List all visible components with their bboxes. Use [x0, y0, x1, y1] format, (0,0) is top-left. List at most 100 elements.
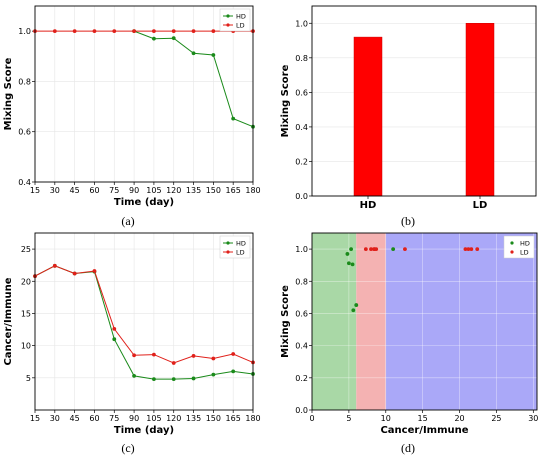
plot-frame — [311, 5, 537, 197]
x-tick-label: 45 — [70, 414, 80, 423]
x-tick-label: 20 — [454, 414, 464, 423]
y-tick-label: 0.8 — [295, 277, 308, 286]
legend-label-hd: HD — [236, 239, 246, 247]
data-point-ld — [171, 29, 176, 34]
plot-frame — [34, 232, 254, 411]
data-point-ld — [211, 29, 216, 34]
legend-marker-ld — [510, 250, 514, 254]
data-point-ld — [152, 352, 156, 357]
y-axis-label: Mixing Score — [280, 285, 291, 358]
scatter-point-hd — [345, 252, 350, 256]
series-line-ld — [34, 265, 254, 364]
y-tick-label: 0.2 — [295, 374, 308, 383]
x-axis-label: Time (day) — [114, 197, 174, 208]
data-point-hd — [211, 53, 216, 57]
scatter-point-ld — [374, 247, 379, 251]
chart-c: 5 10 15 20 25 15 30 45 60 75 90 105 120 135 150 165 180 H… — [3, 232, 261, 455]
data-point-ld — [52, 29, 57, 34]
x-tick-label: 105 — [146, 414, 161, 423]
data-point-hd — [231, 369, 236, 374]
x-tick-label: 90 — [129, 186, 139, 195]
x-tick-label: 15 — [30, 414, 40, 423]
x-tick-label: 165 — [226, 414, 241, 423]
x-tick-label: 135 — [186, 414, 201, 423]
series-line-hd — [34, 265, 254, 380]
data-point-hd — [171, 377, 176, 382]
scatter-point-ld — [466, 247, 471, 251]
scatter-point-ld — [363, 247, 368, 251]
data-point-ld — [112, 327, 117, 331]
y-tick-label: 20 — [21, 277, 31, 286]
data-point-hd — [231, 116, 236, 121]
x-tick-label: 120 — [166, 186, 181, 195]
data-point-ld — [152, 29, 156, 34]
legend-label-hd: HD — [520, 239, 530, 247]
scatter-point-ld — [469, 247, 474, 251]
y-tick-label: 0.4 — [18, 178, 31, 187]
x-axis-label: Cancer/Immune — [380, 425, 468, 436]
panel-label-d: (d) — [401, 441, 415, 455]
data-point-ld — [132, 29, 136, 34]
chart-a: 0.4 0.6 0.8 1.0 15 30 45 60 75 90 105 120 135 150 165 1… — [3, 5, 261, 228]
y-tick-label: 1.0 — [18, 27, 31, 36]
scatter-point-ld — [463, 247, 468, 251]
y-axis-label: Cancer/Immune — [3, 277, 14, 365]
data-point-ld — [132, 353, 136, 358]
data-point-ld — [72, 271, 77, 276]
scatter-point-hd — [346, 261, 351, 266]
x-tick-label: 5 — [346, 414, 351, 423]
data-point-hd — [152, 377, 156, 382]
shaded-region — [356, 233, 386, 410]
y-tick-label: 0.6 — [295, 309, 308, 318]
scatter-point-ld — [403, 247, 407, 251]
x-tick-label: 75 — [109, 414, 119, 423]
x-tick-label: 15 — [418, 414, 428, 423]
x-tick-label: 15 — [30, 186, 40, 195]
data-point-hd — [211, 372, 216, 377]
scatter-point-hd — [351, 308, 356, 313]
data-point-ld — [72, 29, 77, 34]
legend-marker-ld — [226, 250, 230, 254]
data-point-ld — [92, 269, 97, 273]
y-tick-label: 0.8 — [18, 77, 31, 86]
scatter-point-hd — [350, 262, 355, 267]
scatter-point-hd — [349, 247, 353, 251]
data-point-ld — [171, 361, 176, 365]
y-tick-label: 0.0 — [295, 406, 308, 415]
y-tick-label: 0.8 — [295, 54, 308, 63]
legend-marker-ld — [226, 23, 230, 27]
data-point-hd — [132, 373, 136, 378]
x-tick-label: 180 — [245, 186, 260, 195]
data-point-hd — [171, 36, 176, 41]
data-point-hd — [112, 337, 117, 342]
y-tick-label: 15 — [21, 309, 31, 318]
data-point-hd — [191, 376, 196, 381]
y-tick-label: 0.6 — [295, 88, 308, 97]
chart-b: 0.0 0.2 0.4 0.6 0.8 1.0 HD LD Mixing Score (b) — [280, 5, 537, 228]
data-point-ld — [191, 354, 196, 358]
x-tick-label: 30 — [50, 414, 60, 423]
x-tick-label: 75 — [109, 186, 119, 195]
x-tick-label: 90 — [129, 414, 139, 423]
y-tick-label: 0.6 — [18, 128, 31, 137]
y-tick-label: 1.0 — [295, 19, 308, 28]
y-tick-label: 0.4 — [295, 342, 308, 351]
plot-frame — [311, 232, 538, 411]
x-axis-label: Time (day) — [114, 425, 174, 436]
x-tick-label: 45 — [70, 186, 80, 195]
x-tick-label: 180 — [245, 414, 260, 423]
data-point-ld — [211, 356, 216, 361]
legend-label-ld: LD — [236, 21, 245, 29]
legend-label-hd: HD — [236, 12, 246, 20]
data-point-ld — [191, 29, 196, 34]
y-axis-label: Mixing Score — [280, 64, 291, 137]
x-tick-label: 60 — [89, 186, 99, 195]
data-point-ld — [92, 29, 97, 34]
scatter-point-ld — [369, 247, 373, 251]
panel-label-b: (b) — [401, 214, 415, 228]
y-tick-label: 25 — [21, 245, 31, 254]
bar-ld — [465, 23, 495, 197]
x-tick-label: 30 — [528, 414, 538, 423]
shaded-region — [385, 233, 537, 410]
